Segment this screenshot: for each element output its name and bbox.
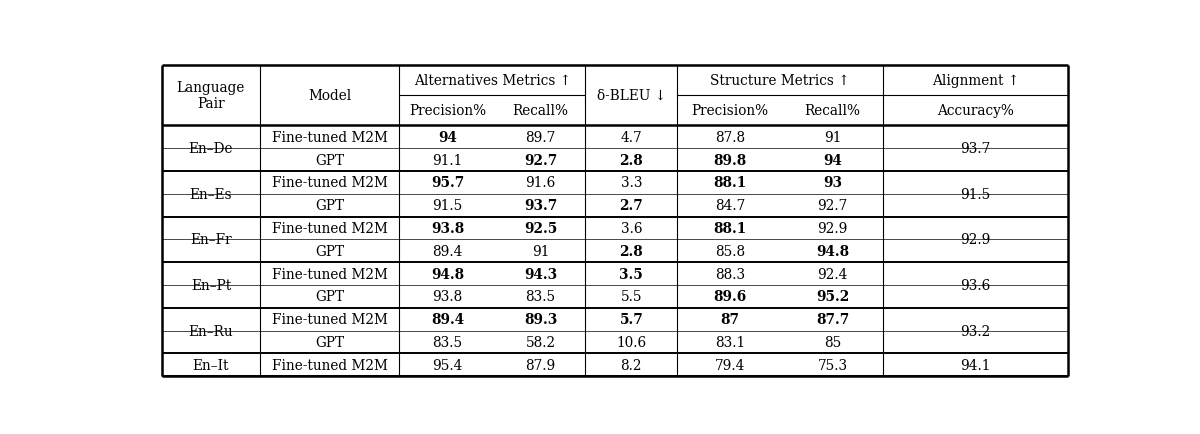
Text: 88.1: 88.1 [713, 221, 746, 235]
Text: 91.6: 91.6 [526, 176, 556, 190]
Text: 85.8: 85.8 [715, 244, 745, 258]
Text: Model: Model [308, 89, 352, 103]
Text: 93.6: 93.6 [960, 278, 990, 292]
Text: 2.8: 2.8 [619, 153, 643, 167]
Text: δ-BLEU ↓: δ-BLEU ↓ [596, 89, 666, 103]
Text: 89.8: 89.8 [713, 153, 746, 167]
Text: Fine-tuned M2M: Fine-tuned M2M [271, 312, 388, 326]
Text: 87: 87 [720, 312, 739, 326]
Text: 91: 91 [824, 131, 841, 145]
Text: 92.7: 92.7 [817, 199, 847, 213]
Text: 87.7: 87.7 [816, 312, 850, 326]
Text: 79.4: 79.4 [715, 358, 745, 372]
Text: 58.2: 58.2 [526, 335, 556, 349]
Text: 2.7: 2.7 [619, 199, 643, 213]
Text: 95.7: 95.7 [431, 176, 464, 190]
Text: 93.8: 93.8 [432, 289, 463, 304]
Text: 93.8: 93.8 [431, 221, 464, 235]
Text: 88.3: 88.3 [715, 267, 745, 281]
Text: 92.9: 92.9 [817, 221, 848, 235]
Text: Accuracy%: Accuracy% [937, 104, 1014, 118]
Text: Precision%: Precision% [691, 104, 768, 118]
Text: 92.5: 92.5 [524, 221, 557, 235]
Text: 91.5: 91.5 [960, 187, 990, 201]
Text: 2.8: 2.8 [619, 244, 643, 258]
Text: 5.5: 5.5 [620, 289, 642, 304]
Text: En–It: En–It [193, 358, 229, 372]
Text: 75.3: 75.3 [817, 358, 847, 372]
Text: 87.8: 87.8 [715, 131, 745, 145]
Text: 87.9: 87.9 [526, 358, 556, 372]
Text: 95.2: 95.2 [816, 289, 850, 304]
Text: 93.7: 93.7 [960, 142, 990, 156]
Text: 91: 91 [532, 244, 550, 258]
Text: En–Fr: En–Fr [190, 233, 232, 247]
Text: 94: 94 [823, 153, 842, 167]
Text: 83.5: 83.5 [526, 289, 556, 304]
Text: Recall%: Recall% [805, 104, 860, 118]
Text: 4.7: 4.7 [620, 131, 642, 145]
Text: 94: 94 [438, 131, 457, 145]
Text: En–Ru: En–Ru [188, 324, 233, 338]
Text: 89.4: 89.4 [431, 312, 464, 326]
Text: Precision%: Precision% [409, 104, 486, 118]
Text: 94.8: 94.8 [816, 244, 850, 258]
Text: 94.3: 94.3 [524, 267, 557, 281]
Text: 89.3: 89.3 [524, 312, 557, 326]
Text: 93.7: 93.7 [524, 199, 557, 213]
Text: En–Pt: En–Pt [191, 278, 232, 292]
Text: 89.6: 89.6 [713, 289, 746, 304]
Text: GPT: GPT [314, 289, 344, 304]
Text: Alternatives Metrics ↑: Alternatives Metrics ↑ [414, 74, 571, 88]
Text: Fine-tuned M2M: Fine-tuned M2M [271, 221, 388, 235]
Text: Fine-tuned M2M: Fine-tuned M2M [271, 131, 388, 145]
Text: 92.7: 92.7 [524, 153, 557, 167]
Text: 89.4: 89.4 [432, 244, 463, 258]
Text: En–Es: En–Es [190, 187, 233, 201]
Text: Language
Pair: Language Pair [176, 81, 245, 111]
Text: 5.7: 5.7 [619, 312, 643, 326]
Text: 3.3: 3.3 [620, 176, 642, 190]
Text: 93.2: 93.2 [960, 324, 990, 338]
Text: 83.5: 83.5 [432, 335, 463, 349]
Text: 94.1: 94.1 [960, 358, 990, 372]
Text: 94.8: 94.8 [431, 267, 464, 281]
Text: 10.6: 10.6 [617, 335, 647, 349]
Text: GPT: GPT [314, 335, 344, 349]
Text: 85: 85 [824, 335, 841, 349]
Text: 91.5: 91.5 [432, 199, 463, 213]
Text: Fine-tuned M2M: Fine-tuned M2M [271, 267, 388, 281]
Text: 8.2: 8.2 [620, 358, 642, 372]
Text: Fine-tuned M2M: Fine-tuned M2M [271, 176, 388, 190]
Text: 84.7: 84.7 [715, 199, 745, 213]
Text: GPT: GPT [314, 199, 344, 213]
Text: Structure Metrics ↑: Structure Metrics ↑ [710, 74, 850, 88]
Text: En–De: En–De [188, 142, 233, 156]
Text: 95.4: 95.4 [432, 358, 463, 372]
Text: 92.4: 92.4 [817, 267, 848, 281]
Text: 92.9: 92.9 [960, 233, 990, 247]
Text: Recall%: Recall% [512, 104, 569, 118]
Text: 83.1: 83.1 [715, 335, 745, 349]
Text: Alignment ↑: Alignment ↑ [931, 74, 1019, 88]
Text: GPT: GPT [314, 153, 344, 167]
Text: 93: 93 [823, 176, 842, 190]
Text: 3.5: 3.5 [619, 267, 643, 281]
Text: GPT: GPT [314, 244, 344, 258]
Text: Fine-tuned M2M: Fine-tuned M2M [271, 358, 388, 372]
Text: 88.1: 88.1 [713, 176, 746, 190]
Text: 89.7: 89.7 [526, 131, 556, 145]
Text: 91.1: 91.1 [432, 153, 463, 167]
Text: 3.6: 3.6 [620, 221, 642, 235]
